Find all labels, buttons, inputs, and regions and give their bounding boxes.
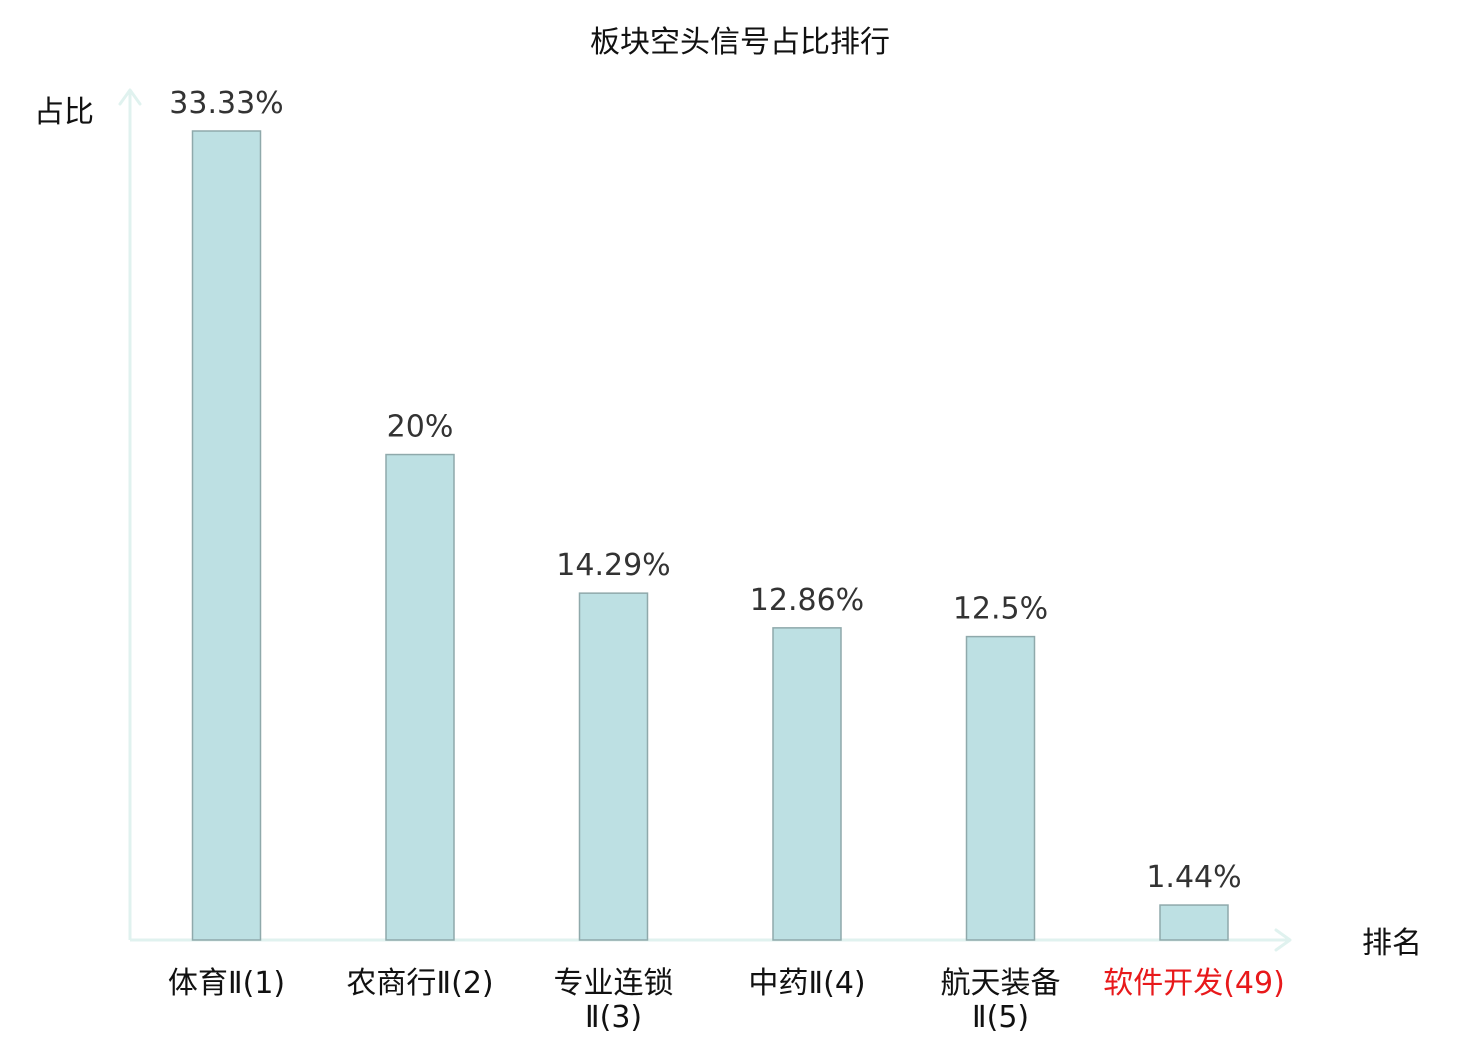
category-label: Ⅱ(5) (972, 1000, 1029, 1035)
category-label: 中药Ⅱ(4) (748, 966, 865, 1001)
bar-value-label: 33.33% (169, 86, 283, 121)
category-label: Ⅱ(3) (585, 1000, 642, 1035)
axes (118, 88, 1292, 952)
bar (578, 592, 649, 941)
value-labels: 33.33% 20% 14.29% 12.86% 12.5% 1.44% (169, 86, 1241, 895)
bar (191, 130, 262, 941)
bar-value-label: 14.29% (556, 548, 670, 583)
y-axis-label: 占比 (34, 95, 94, 130)
bar-value-label: 20% (387, 410, 454, 445)
category-label: 软件开发(49) (1103, 966, 1285, 1001)
bar-value-label: 1.44% (1146, 860, 1241, 895)
y-axis-arrow (118, 88, 142, 106)
bar (772, 627, 842, 941)
bar (1159, 904, 1229, 941)
bar (965, 635, 1036, 941)
category-label: 体育Ⅱ(1) (168, 966, 285, 1001)
chart-title: 板块空头信号占比排行 (590, 25, 890, 60)
x-axis-label: 排名 (1362, 926, 1422, 961)
bar (385, 453, 455, 941)
category-label: 农商行Ⅱ(2) (346, 966, 493, 1001)
bar-value-label: 12.86% (750, 583, 864, 618)
x-axis-arrow (1274, 928, 1292, 952)
category-label: 航天装备 (941, 966, 1061, 1001)
category-label: 专业连锁 (554, 966, 674, 1001)
bars (191, 130, 1229, 941)
bar-value-label: 12.5% (953, 592, 1048, 627)
